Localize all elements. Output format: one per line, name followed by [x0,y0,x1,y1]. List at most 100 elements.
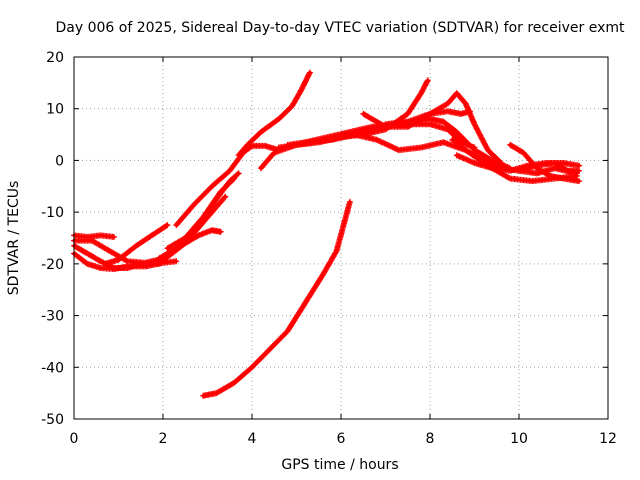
data-point [201,394,205,398]
data-point [250,144,254,148]
data-point [535,164,539,168]
data-point [179,241,183,245]
data-point [455,130,459,134]
y-tick-label: 0 [55,153,64,169]
chart-title: Day 006 of 2025, Sidereal Day-to-day VTE… [56,20,626,36]
data-point [214,391,218,395]
x-tick-label: 2 [159,431,168,447]
data-point [250,365,254,369]
data-point [197,233,201,237]
data-point [499,161,503,165]
data-point [108,249,112,253]
y-axis-label: SDTVAR / TECUs [6,181,22,296]
data-point [290,104,294,108]
data-point [165,223,169,227]
data-point [375,138,379,142]
data-point [85,251,89,256]
y-tick-label: -40 [41,360,64,376]
series-arc-18 [382,108,474,128]
data-point [143,261,147,265]
data-point [99,233,103,237]
series-arc-1 [71,232,117,240]
data-point [566,169,570,173]
data-point [99,266,103,270]
series-arc-11 [235,69,313,159]
data-point [134,244,138,248]
series-arc-21 [507,141,583,185]
x-tick-labels: 0 2 4 6 8 10 12 [70,431,617,447]
x-tick-label: 12 [599,431,617,447]
data-point [174,259,178,263]
data-point [441,120,445,124]
data-point [428,117,432,121]
data-point [174,246,178,250]
data-point [406,112,410,116]
data-point [370,125,374,129]
data-point [472,148,477,152]
series-trail [361,91,503,165]
data-point [303,301,307,305]
y-tick-label: -50 [41,412,64,428]
data-point [143,264,147,268]
data-point [228,179,232,183]
y-tick-labels: -50 -40 -30 -20 -10 0 10 20 [41,50,64,428]
data-point [228,169,232,173]
data-point [197,223,201,227]
x-tick-label: 4 [248,431,257,447]
series-markers [302,131,580,185]
data-point [577,179,581,183]
data-point [352,133,356,137]
data-point [321,272,325,276]
y-tick-label: 20 [46,50,64,66]
data-point [561,161,566,165]
data-point [103,262,107,266]
data-point [577,169,581,173]
y-tick-label: 10 [46,102,64,118]
data-point [303,140,307,144]
axis-ticks [73,56,609,420]
data-point [406,125,410,129]
y-tick-label: -30 [41,309,64,325]
data-point [152,232,156,236]
data-point [157,262,161,266]
data-point [210,184,214,188]
series-arc-10 [173,142,282,229]
data-point [223,195,227,199]
data-point [335,249,339,253]
data-point [508,143,512,147]
data-point [112,235,116,239]
data-point [472,122,477,126]
data-point [277,145,281,150]
x-axis-label: GPS time / hours [281,457,398,473]
series-trail [201,200,352,398]
data-point [530,179,535,183]
series-arc-9 [177,170,242,247]
data-point [459,112,463,116]
data-point [486,148,490,152]
data-point [508,176,512,181]
data-point [361,112,365,116]
data-point [428,122,432,126]
x-tick-label: 10 [510,431,528,447]
data-point [535,171,539,175]
series-arc-14 [275,77,431,151]
data-point [330,138,334,142]
data-point [455,91,459,95]
data-point [214,197,218,201]
data-point [286,143,290,147]
series-markers [200,198,353,399]
data-point [455,153,459,157]
data-point [192,202,196,206]
data-point [490,166,494,170]
data-point [277,117,281,121]
series-trail [508,143,581,183]
data-point [112,266,116,270]
data-point [548,174,552,178]
x-tick-label: 6 [337,431,346,447]
data-point [268,347,272,351]
x-tick-label: 8 [426,431,435,447]
data-point [517,169,521,173]
data-point [441,140,445,144]
data-point [99,259,103,263]
